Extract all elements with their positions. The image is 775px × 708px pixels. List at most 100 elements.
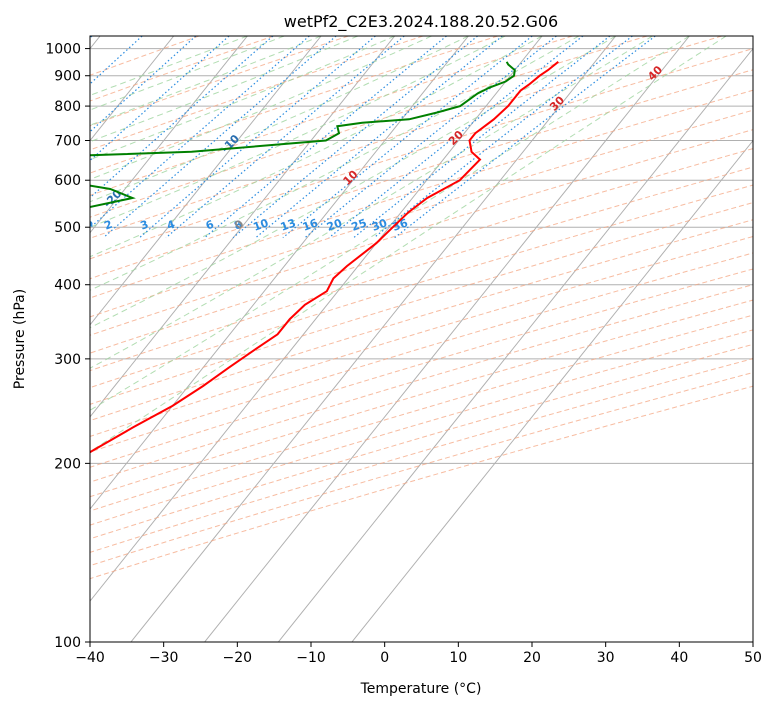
x-tick-label: 40 bbox=[670, 650, 688, 666]
mixing-ratio-line bbox=[232, 36, 478, 239]
mixing-ratio-line bbox=[90, 36, 143, 85]
isotherm-line bbox=[204, 36, 690, 642]
mixing-ratio-line bbox=[90, 36, 230, 162]
moist-adiabat bbox=[90, 36, 506, 228]
mixing-ratio-line bbox=[90, 36, 310, 229]
mixing-ratio-line bbox=[90, 36, 274, 199]
mixing-ratio-label: 13 bbox=[279, 216, 298, 233]
mixing-ratio-label: 30 bbox=[370, 216, 389, 234]
isotherm-line bbox=[90, 36, 322, 326]
mixing-ratio-label: 2 bbox=[102, 218, 114, 233]
plot-frame bbox=[89, 35, 754, 643]
mixing-ratio-label: 1.5 bbox=[72, 216, 95, 235]
dry-adiabat bbox=[90, 36, 648, 218]
isotherm-line bbox=[351, 139, 753, 642]
x-tick-label: −20 bbox=[223, 650, 253, 666]
isotherm-line bbox=[90, 36, 175, 142]
dry-adiabat bbox=[90, 371, 753, 567]
isotherm-line bbox=[90, 36, 543, 602]
x-tick-label: 0 bbox=[380, 650, 389, 666]
isotherm-line bbox=[277, 47, 753, 642]
y-axis: 100 200 300 400 500 600 700 800 900 1000 bbox=[45, 42, 90, 651]
dry-adiabat bbox=[90, 385, 753, 580]
mixing-ratio-label: 36 bbox=[391, 216, 410, 234]
mixing-ratio-line bbox=[103, 36, 337, 239]
isotherm-line bbox=[90, 36, 248, 234]
mixing-ratio-line bbox=[304, 36, 557, 239]
dry-adiabat bbox=[90, 36, 722, 239]
dry-adiabat bbox=[90, 314, 753, 512]
moist-adiabat bbox=[90, 36, 359, 143]
temperature-line bbox=[90, 61, 559, 454]
moist-adiabat bbox=[90, 36, 653, 369]
y-tick-label: 800 bbox=[54, 99, 81, 115]
x-tick-label: 20 bbox=[523, 650, 541, 666]
x-axis: −40 −30 −20 −10 0 10 20 30 40 50 bbox=[75, 642, 762, 666]
x-tick-label: −30 bbox=[149, 650, 179, 666]
line-labels: 0.10.20.40.611.52346810131620253036-100-… bbox=[72, 63, 665, 235]
dry-adiabat bbox=[90, 358, 753, 553]
mixing-ratio-line bbox=[394, 36, 656, 239]
y-tick-label: 100 bbox=[54, 635, 81, 651]
y-tick-label: 400 bbox=[54, 278, 81, 294]
mixing-ratio-line bbox=[353, 36, 611, 239]
y-axis-title: Pressure (hPa) bbox=[12, 289, 28, 389]
x-tick-label: 30 bbox=[597, 650, 615, 666]
mixing-ratio-line bbox=[328, 36, 584, 239]
x-tick-label: 10 bbox=[449, 650, 467, 666]
dry-adiabat bbox=[90, 329, 753, 526]
isotherm-lines bbox=[90, 36, 753, 642]
dry-adiabat bbox=[90, 284, 753, 483]
x-tick-label: −10 bbox=[296, 650, 326, 666]
mixing-ratio-line bbox=[204, 36, 447, 239]
y-tick-label: 1000 bbox=[45, 42, 81, 58]
mixing-ratio-label: 6 bbox=[204, 218, 216, 233]
mixing-ratio-lines bbox=[90, 36, 656, 239]
mixing-ratio-label: 16 bbox=[301, 216, 320, 234]
x-tick-label: −40 bbox=[75, 650, 105, 666]
moist-adiabat bbox=[90, 36, 580, 291]
moist-adiabat bbox=[90, 36, 432, 180]
y-tick-label: 300 bbox=[54, 352, 81, 368]
isotherm-line bbox=[90, 36, 396, 418]
y-tick-label: 700 bbox=[54, 133, 81, 149]
dewpoint-line bbox=[90, 61, 516, 255]
dry-adiabat bbox=[90, 36, 349, 127]
isotherm-line bbox=[90, 36, 469, 510]
mixing-ratio-line bbox=[165, 36, 405, 239]
plot-area bbox=[90, 36, 753, 642]
dry-adiabat bbox=[90, 36, 573, 196]
y-tick-label: 900 bbox=[54, 69, 81, 85]
mixing-ratio-label: 20 bbox=[325, 216, 344, 234]
x-axis-title: Temperature (°C) bbox=[360, 681, 482, 697]
y-tick-label: 200 bbox=[54, 456, 81, 472]
dry-adiabat bbox=[90, 69, 753, 280]
dry-adiabat-lines bbox=[90, 36, 753, 580]
x-tick-label: 50 bbox=[744, 650, 762, 666]
moist-adiabat bbox=[90, 36, 322, 126]
mixing-ratio-label: 25 bbox=[350, 216, 369, 233]
profile-series bbox=[90, 61, 559, 454]
dry-adiabat bbox=[90, 252, 753, 453]
mixing-ratio-line bbox=[373, 36, 633, 239]
moist-adiabat bbox=[90, 36, 727, 453]
mixing-ratio-label: 4 bbox=[165, 218, 177, 233]
mixing-ratio-label: 3 bbox=[139, 218, 151, 233]
dry-adiabat bbox=[90, 184, 753, 389]
y-tick-label: 500 bbox=[54, 220, 81, 236]
moist-adiabat bbox=[90, 36, 690, 411]
chart-title: wetPf2_C2E3.2024.188.20.52.G06 bbox=[284, 12, 558, 32]
dry-adiabat bbox=[90, 343, 753, 540]
dry-adiabat bbox=[90, 109, 753, 318]
mixing-ratio-label: 10 bbox=[251, 216, 270, 234]
dry-adiabat bbox=[90, 148, 753, 354]
dry-adiabat bbox=[90, 36, 498, 174]
moist-adiabat bbox=[90, 36, 543, 258]
dry-adiabat bbox=[90, 299, 753, 498]
y-tick-label: 600 bbox=[54, 173, 81, 189]
moist-adiabat bbox=[90, 36, 616, 329]
dry-adiabat bbox=[90, 48, 753, 260]
mixing-ratio-label: 8 bbox=[232, 218, 244, 233]
mixing-ratio-line bbox=[90, 36, 197, 133]
